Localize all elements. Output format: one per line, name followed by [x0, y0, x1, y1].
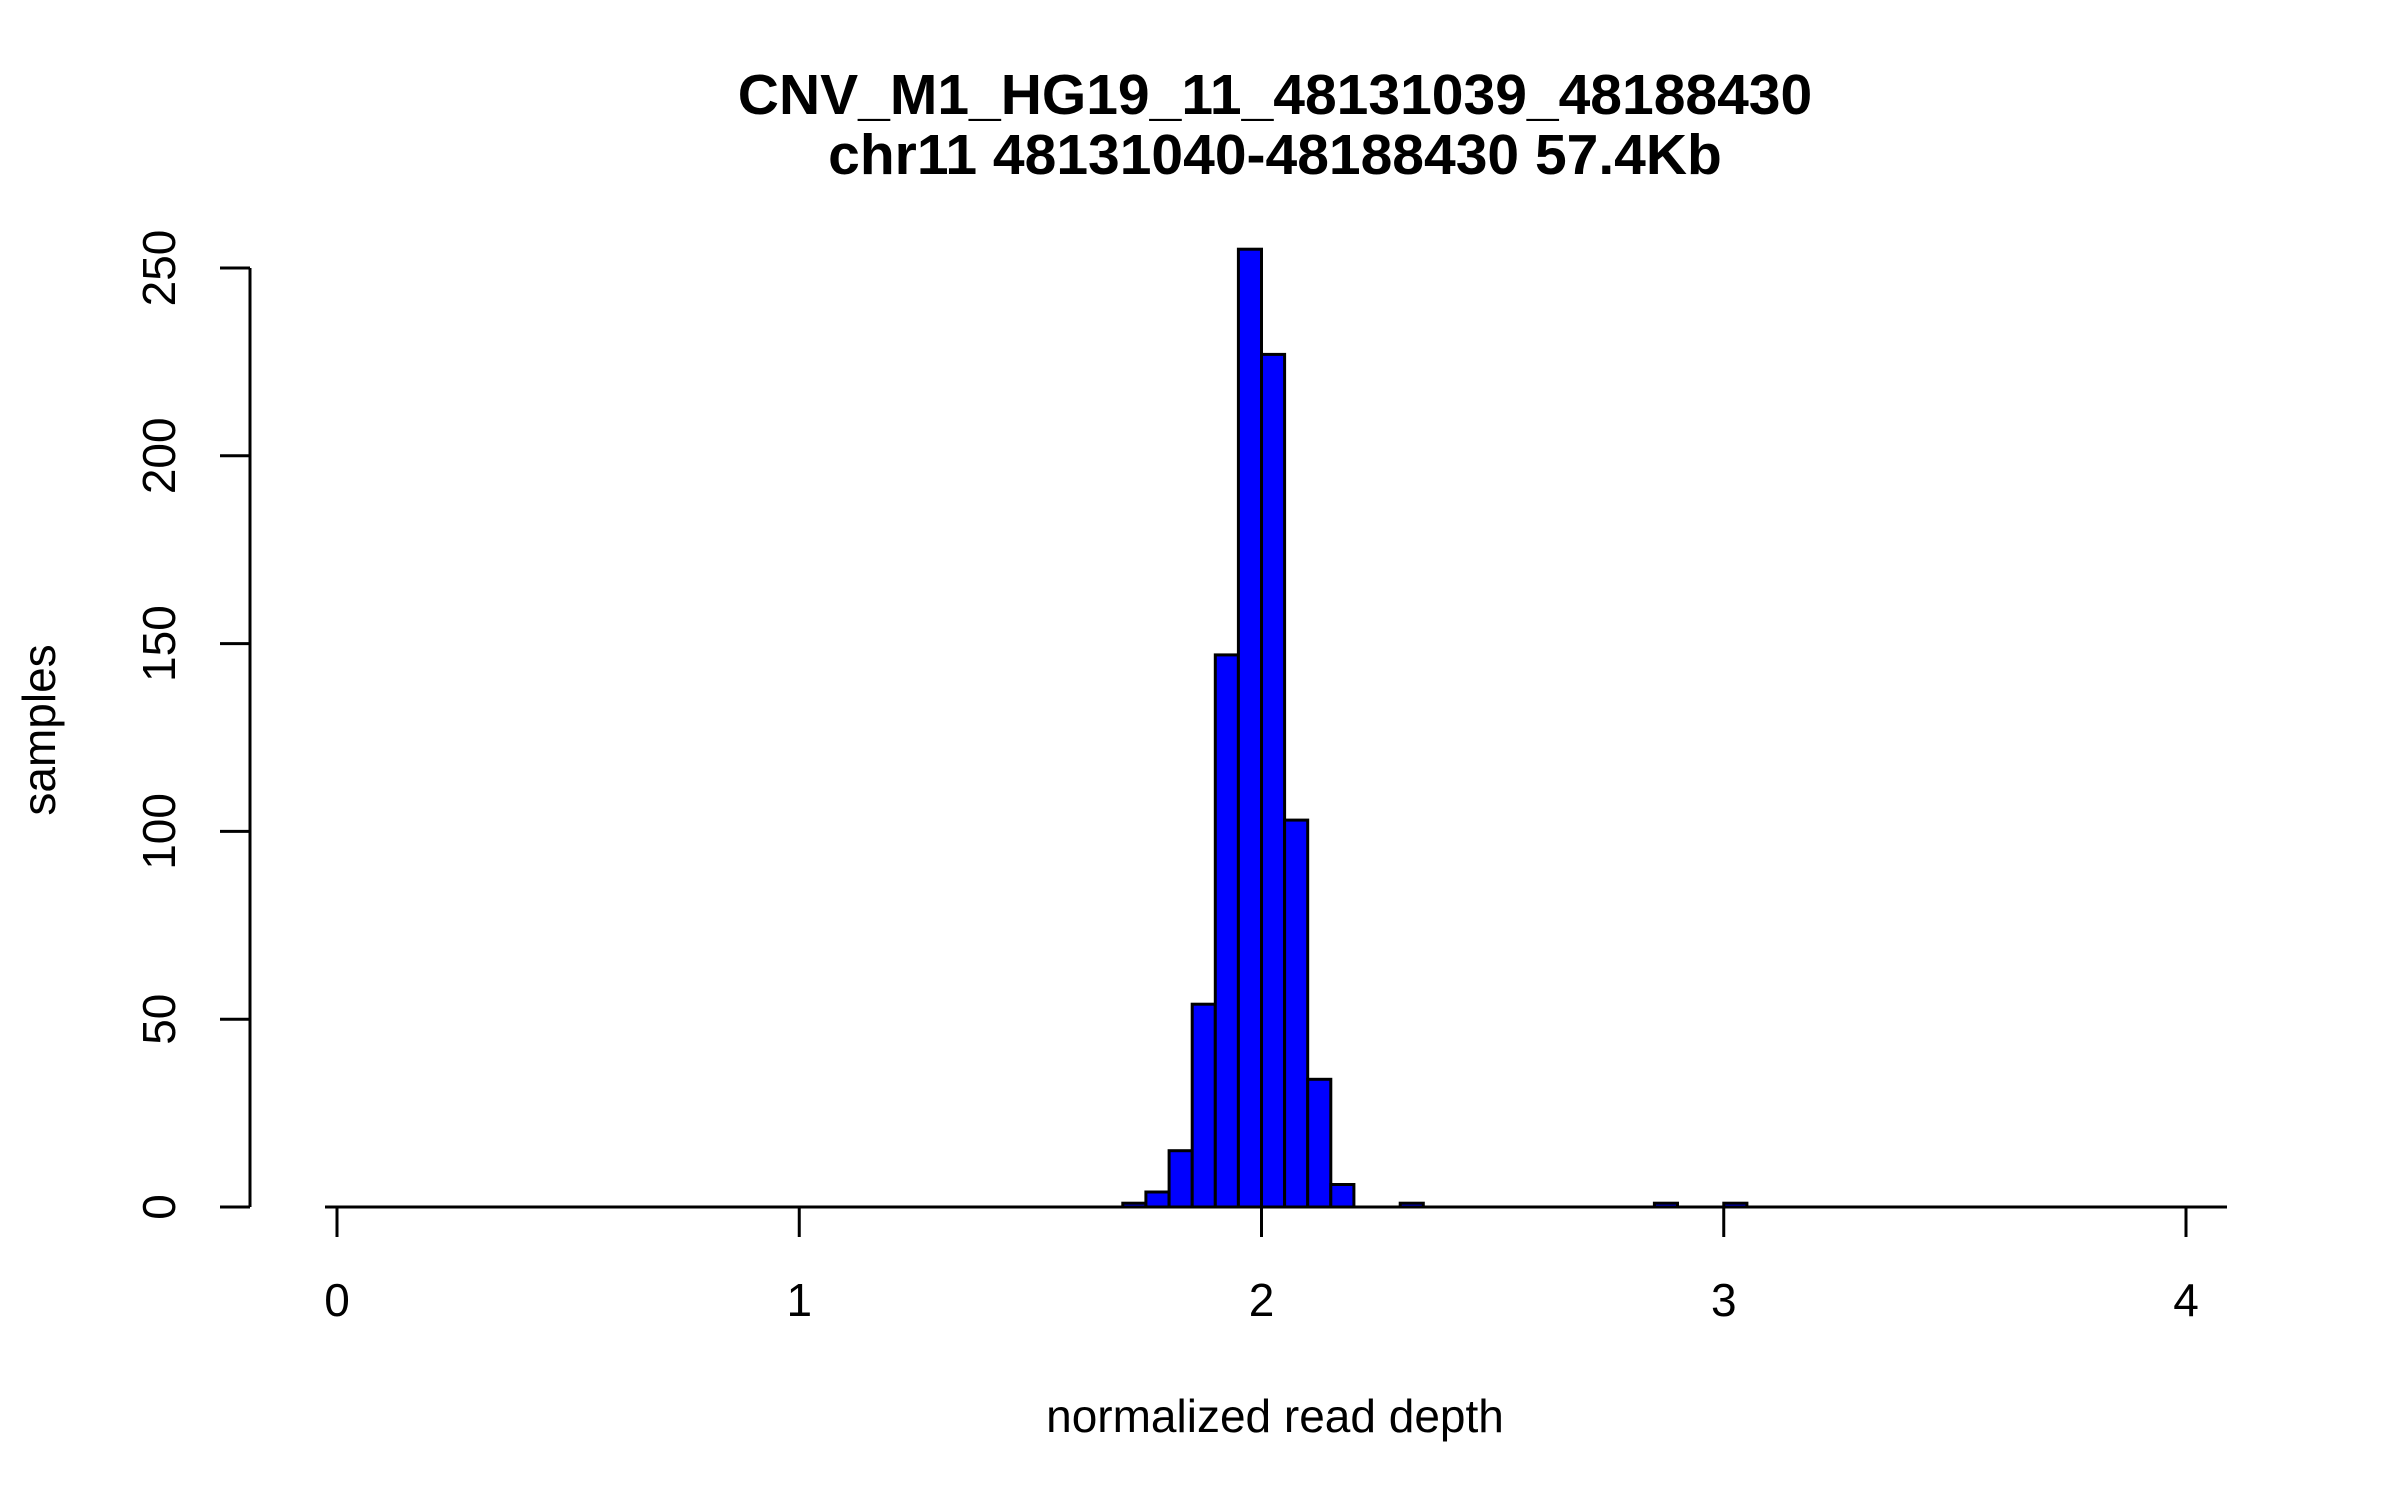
histogram-bar	[1190, 1002, 1217, 1209]
x-tick-label: 1	[786, 1274, 812, 1326]
histogram-bars	[1121, 247, 1749, 1209]
chart-subtitle: chr11 48131040-48188430 57.4Kb	[828, 123, 1722, 187]
histogram-bar	[1236, 247, 1264, 1209]
histogram-bar	[1260, 352, 1287, 1209]
chart-title: CNV_M1_HG19_11_48131039_48188430	[738, 63, 1812, 127]
y-tick-label: 150	[133, 605, 185, 682]
histogram-bar	[1329, 1183, 1356, 1209]
histogram-bar	[1283, 818, 1310, 1209]
x-axis-ticks: 0 1 2 3 4	[324, 1207, 2199, 1326]
histogram-bar	[1167, 1149, 1194, 1209]
x-tick-label: 0	[324, 1274, 350, 1326]
x-tick-label: 4	[2173, 1274, 2199, 1326]
histogram-bar	[1144, 1190, 1171, 1209]
y-tick-label: 100	[133, 793, 185, 870]
x-axis-label: normalized read depth	[1046, 1390, 1504, 1442]
y-tick-label: 0	[133, 1194, 185, 1220]
x-tick-label: 3	[1711, 1274, 1737, 1326]
x-tick-label: 2	[1249, 1274, 1275, 1326]
y-axis-ticks: 0 50 100 150 200 250	[133, 230, 250, 1220]
y-tick-label: 50	[133, 994, 185, 1045]
y-tick-label: 200	[133, 417, 185, 494]
y-tick-label: 250	[133, 230, 185, 307]
y-axis-label: samples	[13, 644, 65, 815]
histogram-bar	[1213, 653, 1240, 1209]
histogram-bar	[1306, 1077, 1333, 1209]
